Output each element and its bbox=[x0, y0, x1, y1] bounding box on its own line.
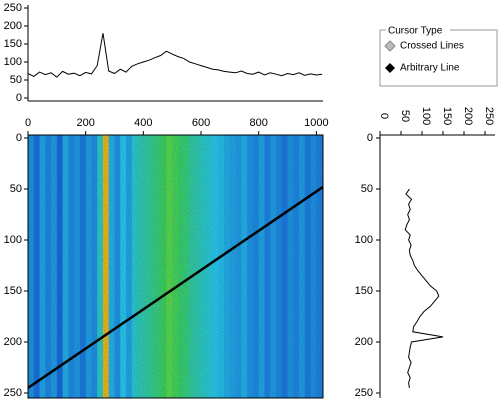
x-tick-label: 1000 bbox=[304, 117, 328, 129]
y-tick-label: 0 bbox=[16, 92, 22, 104]
radio-crossed-lines[interactable]: Crossed Lines bbox=[384, 40, 464, 52]
y-tick-label: 100 bbox=[355, 234, 373, 246]
y-tick-label: 100 bbox=[4, 234, 22, 246]
x-tick-label: 0 bbox=[378, 113, 390, 119]
radio-label[interactable]: Crossed Lines bbox=[400, 41, 464, 52]
y-tick-label: 50 bbox=[10, 74, 22, 86]
x-tick-label: 150 bbox=[441, 107, 453, 125]
x-tick-label: 800 bbox=[250, 117, 268, 129]
side-profile: 0 50 100 150 200 250 0 50 100 150 200 250 bbox=[355, 107, 495, 399]
y-tick-label: 150 bbox=[355, 285, 373, 297]
y-tick-label: 50 bbox=[10, 183, 22, 195]
x-tick-label: 100 bbox=[420, 107, 432, 125]
y-tick-label: 200 bbox=[4, 336, 22, 348]
radio-label[interactable]: Arbitrary Line bbox=[400, 63, 460, 74]
y-tick-label: 100 bbox=[4, 56, 22, 68]
y-tick-label: 200 bbox=[355, 336, 373, 348]
top-profile: 0 50 100 150 200 250 bbox=[4, 2, 323, 104]
radio-icon[interactable] bbox=[385, 63, 395, 73]
x-tick-label: 200 bbox=[76, 117, 94, 129]
y-tick-label: 0 bbox=[367, 132, 373, 144]
x-tick-label: 400 bbox=[134, 117, 152, 129]
x-tick-label: 200 bbox=[462, 107, 474, 125]
x-tick-label: 600 bbox=[192, 117, 210, 129]
y-tick-label: 50 bbox=[361, 183, 373, 195]
y-tick-label: 150 bbox=[4, 285, 22, 297]
y-tick-label: 250 bbox=[355, 387, 373, 399]
group-title-bg bbox=[386, 24, 450, 36]
group-border bbox=[379, 29, 498, 87]
image-frame bbox=[27, 134, 324, 399]
y-tick-label: 250 bbox=[4, 2, 22, 14]
radio-arbitrary-line[interactable]: Arbitrary Line bbox=[385, 63, 460, 74]
y-tick-label: 250 bbox=[4, 387, 22, 399]
x-tick-label: 250 bbox=[483, 107, 495, 125]
group-title: Cursor Type bbox=[388, 26, 443, 37]
image-plot: 0 200 400 600 800 1000 0 50 100 150 200 250 bbox=[4, 117, 329, 399]
y-tick-label: 200 bbox=[4, 20, 22, 32]
cursor-type-group: Cursor Type Crossed Lines Arbitrary Line bbox=[379, 24, 498, 87]
x-tick-label: 0 bbox=[25, 117, 31, 129]
radio-icon[interactable] bbox=[384, 40, 396, 52]
cursor-line bbox=[27, 185, 324, 389]
x-tick-label: 50 bbox=[399, 110, 411, 122]
y-tick-label: 150 bbox=[4, 38, 22, 50]
profile-line bbox=[27, 33, 323, 78]
y-tick-label: 0 bbox=[16, 132, 22, 144]
profile-line bbox=[404, 188, 444, 388]
